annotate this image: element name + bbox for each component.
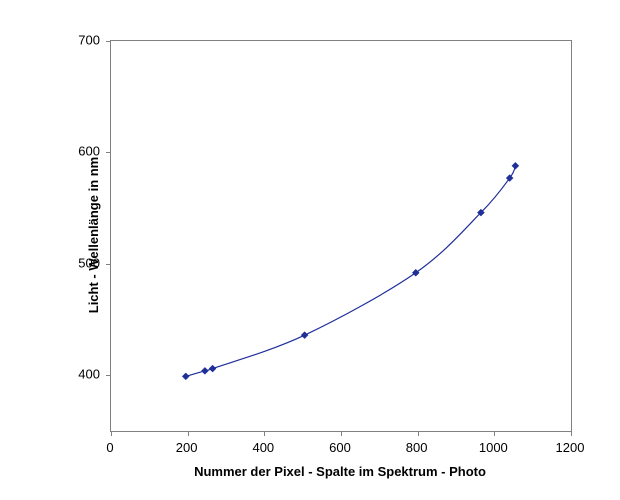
- x-tick: [494, 431, 495, 436]
- y-tick: [106, 264, 111, 265]
- x-tick-label: 0: [106, 440, 113, 455]
- y-tick: [106, 41, 111, 42]
- x-tick: [188, 431, 189, 436]
- chart-container: Nummer der Pixel - Spalte im Spektrum - …: [0, 0, 620, 500]
- data-marker-diamond-icon: [209, 365, 216, 372]
- y-tick-label: 600: [70, 144, 100, 159]
- y-tick-label: 500: [70, 255, 100, 270]
- x-tick-label: 800: [406, 440, 428, 455]
- plot-area: [110, 40, 572, 432]
- x-tick: [571, 431, 572, 436]
- plot-svg: [111, 41, 571, 431]
- data-marker-diamond-icon: [512, 162, 519, 169]
- x-tick: [341, 431, 342, 436]
- x-tick-label: 1200: [556, 440, 585, 455]
- data-marker-diamond-icon: [201, 367, 208, 374]
- x-tick-label: 1000: [479, 440, 508, 455]
- y-tick-label: 400: [70, 367, 100, 382]
- x-tick-label: 400: [252, 440, 274, 455]
- y-tick-label: 700: [70, 33, 100, 48]
- y-axis-title: Licht - Wellenlänge in nm: [86, 157, 101, 314]
- x-tick-label: 600: [329, 440, 351, 455]
- data-marker-diamond-icon: [301, 332, 308, 339]
- data-marker-diamond-icon: [182, 373, 189, 380]
- x-tick: [111, 431, 112, 436]
- x-tick-label: 200: [176, 440, 198, 455]
- y-tick: [106, 152, 111, 153]
- x-tick: [264, 431, 265, 436]
- y-tick: [106, 375, 111, 376]
- x-axis-title: Nummer der Pixel - Spalte im Spektrum - …: [194, 464, 486, 479]
- series-line: [186, 166, 516, 377]
- x-tick: [418, 431, 419, 436]
